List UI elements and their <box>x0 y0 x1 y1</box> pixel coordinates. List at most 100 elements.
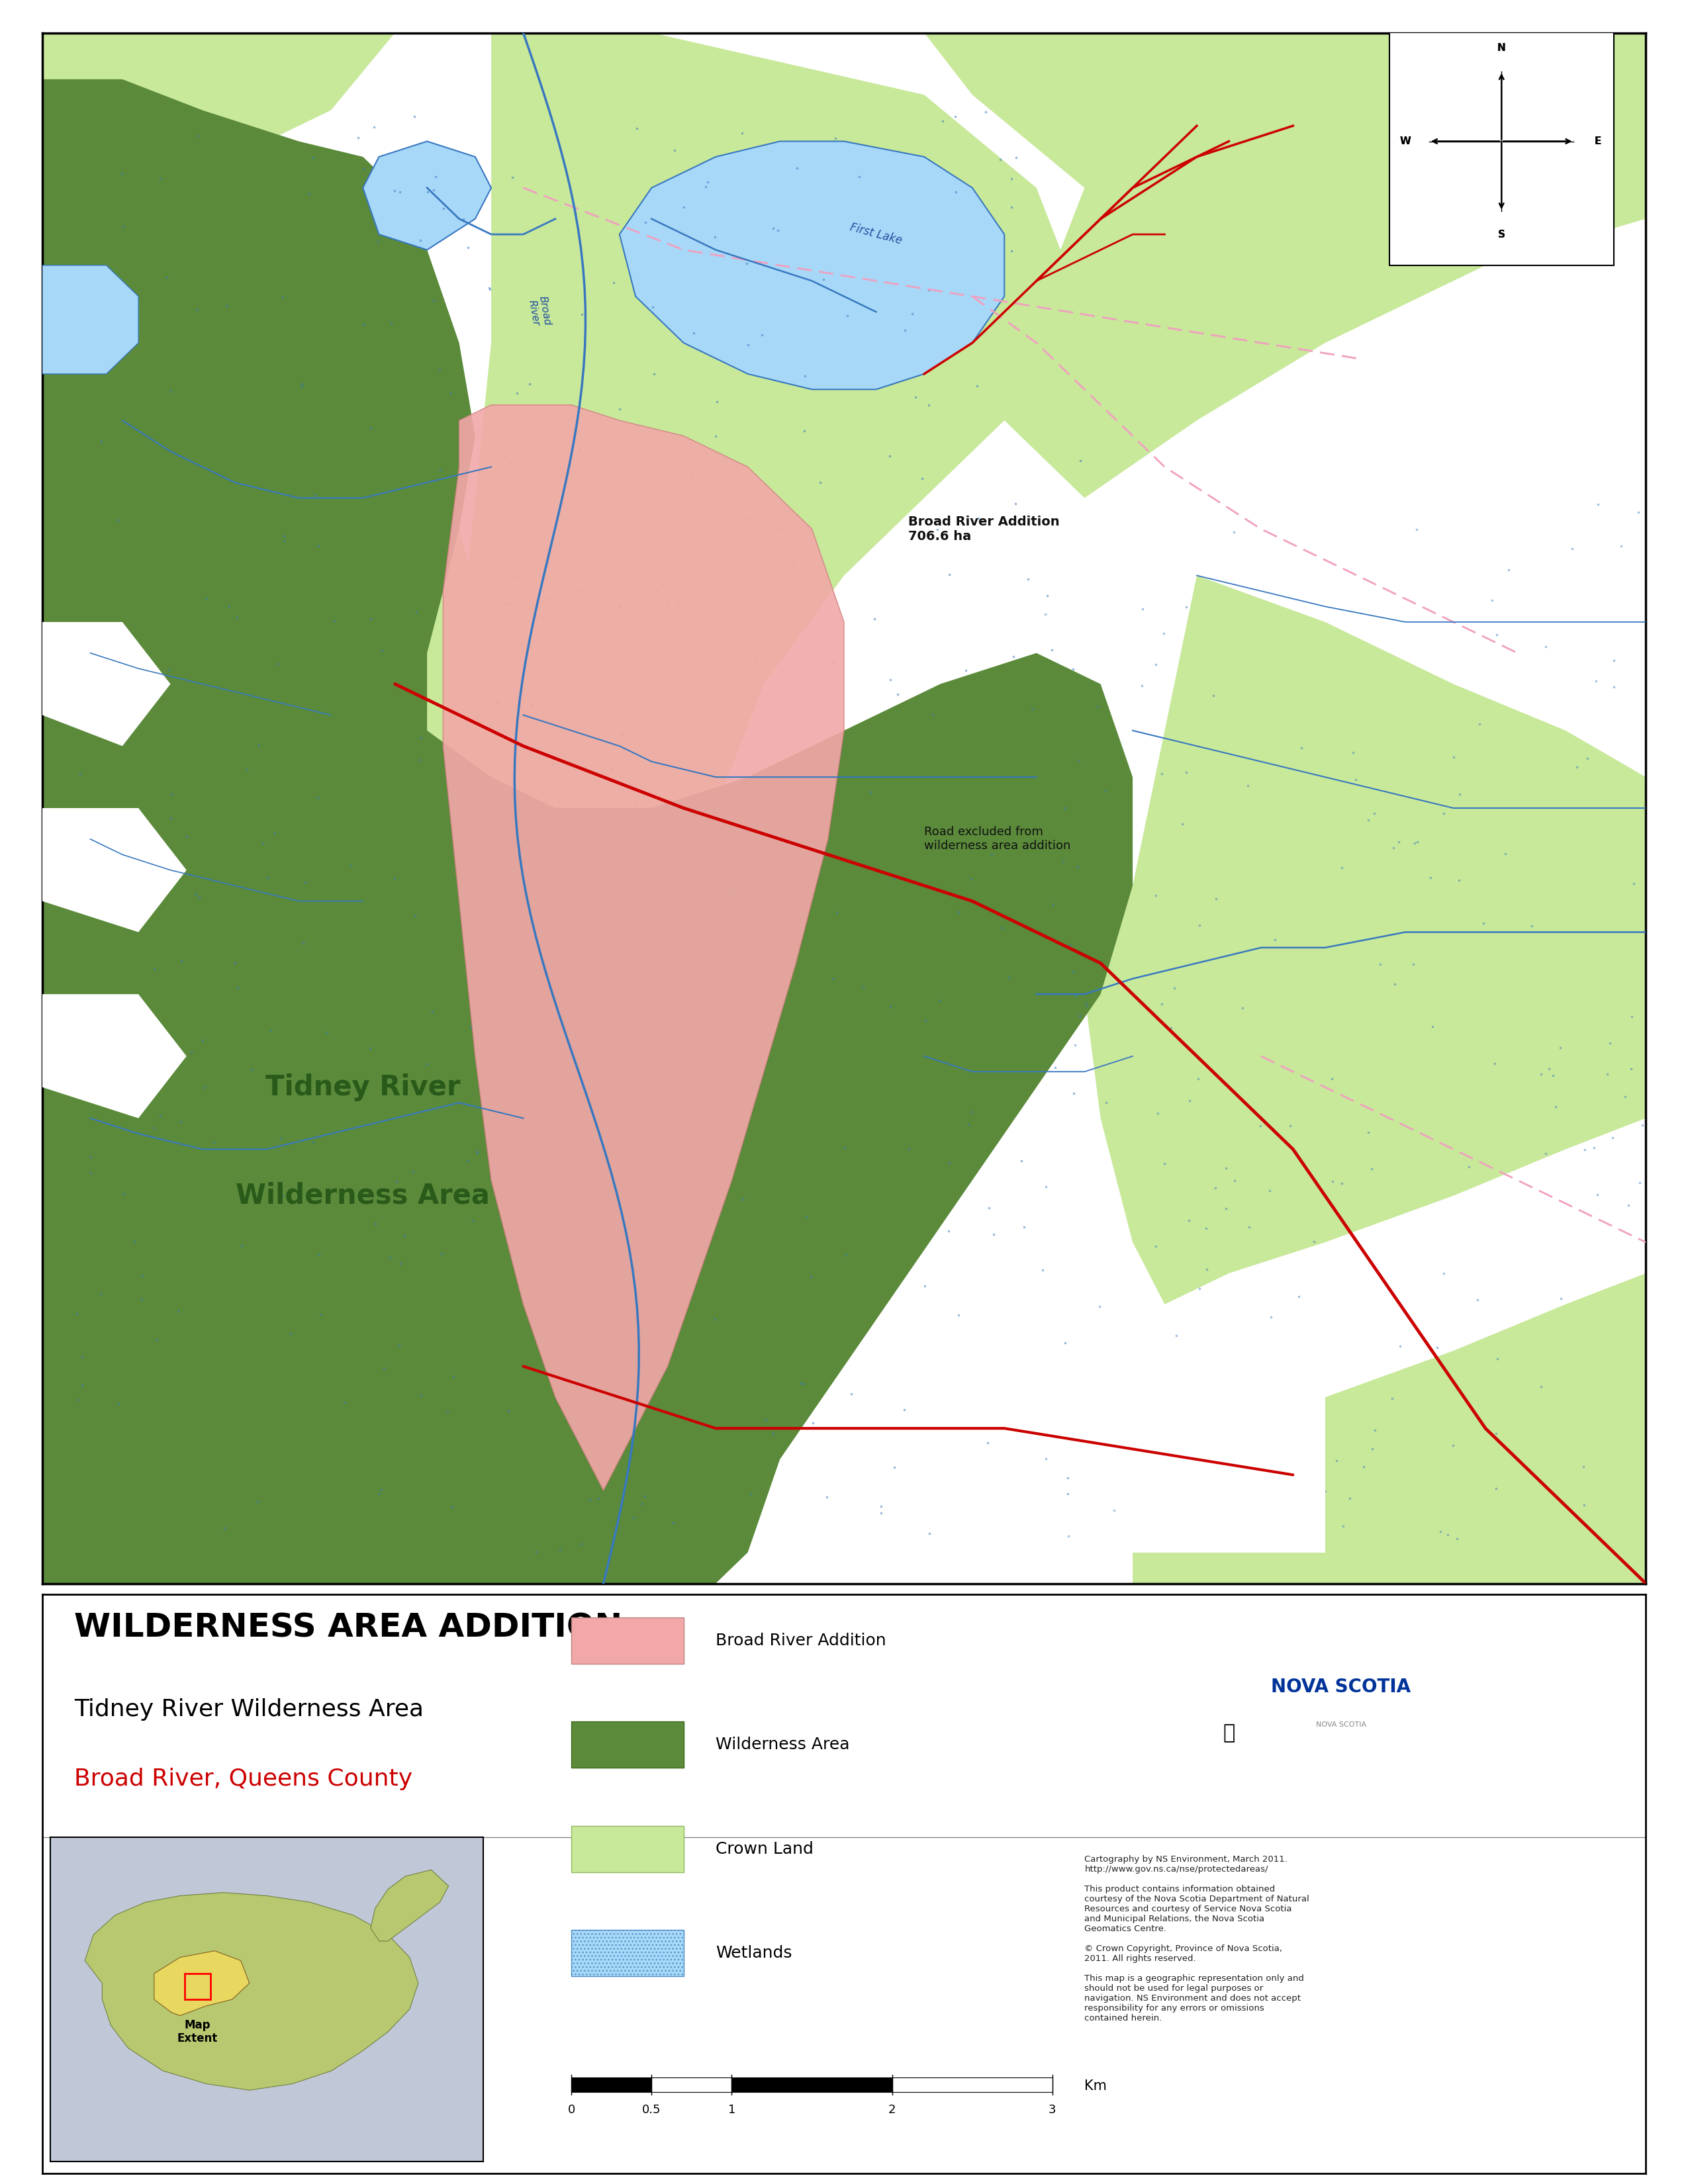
Point <box>265 646 292 681</box>
Point <box>1482 1415 1509 1450</box>
Point <box>484 686 511 721</box>
Point <box>272 524 299 559</box>
Point <box>1202 882 1229 917</box>
Point <box>1276 1107 1303 1142</box>
Point <box>1050 845 1077 880</box>
Point <box>660 1505 687 1540</box>
Point <box>1570 1450 1597 1485</box>
Point <box>508 515 535 550</box>
Point <box>493 885 520 919</box>
Point <box>974 1424 1001 1459</box>
Bar <box>652 2077 733 2092</box>
Point <box>1063 850 1090 885</box>
Point <box>201 1125 228 1160</box>
Point <box>901 380 928 415</box>
Text: 0.5: 0.5 <box>641 2103 662 2116</box>
Point <box>618 723 645 758</box>
Point <box>257 1013 284 1048</box>
Point <box>177 1035 204 1070</box>
Point <box>1236 1210 1263 1245</box>
Bar <box>571 1931 684 1977</box>
Point <box>918 697 945 732</box>
Point <box>1528 1369 1555 1404</box>
Point <box>1229 992 1256 1026</box>
Point <box>1435 1518 1462 1553</box>
Point <box>245 1485 272 1520</box>
Point <box>459 1203 486 1238</box>
Point <box>1031 1168 1058 1203</box>
Point <box>619 1199 647 1234</box>
Point <box>1479 583 1506 618</box>
Point <box>1600 642 1627 677</box>
Point <box>454 229 481 264</box>
Point <box>1003 487 1030 522</box>
Point <box>1175 1203 1202 1238</box>
Point <box>538 747 565 782</box>
Text: NOVA SCOTIA: NOVA SCOTIA <box>1271 1677 1411 1697</box>
Point <box>1038 633 1065 668</box>
Point <box>1563 749 1590 784</box>
Point <box>142 1109 169 1144</box>
Point <box>184 293 211 328</box>
Text: N: N <box>1497 44 1506 52</box>
Point <box>407 743 434 778</box>
Point <box>368 1472 395 1507</box>
Point <box>1092 1085 1119 1120</box>
Point <box>1052 1326 1079 1361</box>
Text: Wilderness Area: Wilderness Area <box>716 1736 849 1754</box>
Point <box>1480 1046 1507 1081</box>
Polygon shape <box>1084 574 1646 1304</box>
Bar <box>731 2077 891 2092</box>
Point <box>1202 1171 1229 1206</box>
Bar <box>571 2077 652 2092</box>
Text: Broad River Addition: Broad River Addition <box>716 1634 886 1649</box>
Point <box>1171 1428 1198 1463</box>
Point <box>896 1131 923 1166</box>
Point <box>1583 1177 1610 1212</box>
Point <box>444 760 471 795</box>
Point <box>1599 1120 1626 1155</box>
Point <box>898 297 925 332</box>
Point <box>211 1511 238 1546</box>
Point <box>145 653 172 688</box>
Point <box>935 1214 962 1249</box>
Point <box>704 384 731 419</box>
Point <box>1585 487 1612 522</box>
Point <box>1101 1494 1128 1529</box>
Point <box>108 155 135 190</box>
Point <box>790 413 817 448</box>
Point <box>998 234 1025 269</box>
Point <box>378 306 405 341</box>
Point <box>490 782 517 817</box>
Point <box>547 784 574 819</box>
Polygon shape <box>1133 1273 1646 1583</box>
Point <box>891 312 918 347</box>
Point <box>1220 1164 1247 1199</box>
Point <box>154 1055 181 1090</box>
Point <box>1143 1227 1170 1262</box>
Point <box>1445 863 1472 898</box>
Point <box>699 1192 726 1227</box>
Point <box>1366 946 1393 981</box>
Point <box>1386 823 1413 858</box>
Point <box>387 1245 414 1280</box>
Point <box>679 459 706 494</box>
Point <box>1359 1431 1386 1465</box>
Point <box>221 946 248 981</box>
Point <box>191 1070 218 1105</box>
Point <box>167 1105 194 1140</box>
Point <box>733 247 760 282</box>
Point <box>1580 1131 1607 1166</box>
Text: 2: 2 <box>888 2103 896 2116</box>
Bar <box>893 2077 1053 2092</box>
Point <box>1573 740 1600 775</box>
Text: Km: Km <box>1084 2079 1107 2092</box>
Polygon shape <box>170 467 491 1583</box>
Point <box>419 994 446 1029</box>
Point <box>1173 756 1200 791</box>
Point <box>174 819 201 854</box>
Point <box>147 162 174 197</box>
Point <box>356 1031 383 1066</box>
Point <box>302 478 329 513</box>
Text: Cartography by NS Environment, March 2011.
http://www.gov.ns.ca/nse/protectedare: Cartography by NS Environment, March 201… <box>1084 1854 1310 2022</box>
